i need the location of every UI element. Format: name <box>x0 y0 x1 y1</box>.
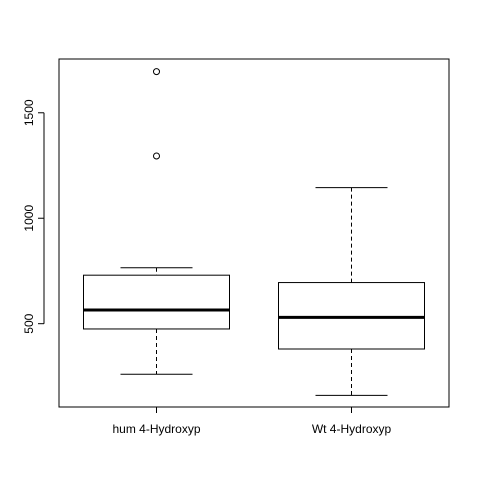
plot-frame <box>58 58 450 408</box>
x-tick-label: hum 4-Hydroxyp <box>112 422 200 436</box>
x-tick-label: Wt 4-Hydroxyp <box>312 422 392 436</box>
x-axis: hum 4-Hydroxyp Wt 4-Hydroxyp <box>112 406 392 436</box>
boxes-layer <box>83 68 425 396</box>
y-tick-label: 1000 <box>22 205 36 232</box>
outlier-point <box>153 152 160 160</box>
y-tick-label: 1500 <box>22 99 36 126</box>
outlier-point <box>153 68 160 76</box>
y-tick-label: 500 <box>22 313 36 333</box>
iqr-box <box>278 282 425 350</box>
box-2 <box>278 187 425 396</box>
y-axis: 500 1000 1500 <box>22 99 45 334</box>
box-1 <box>83 68 230 375</box>
iqr-box <box>83 274 230 330</box>
